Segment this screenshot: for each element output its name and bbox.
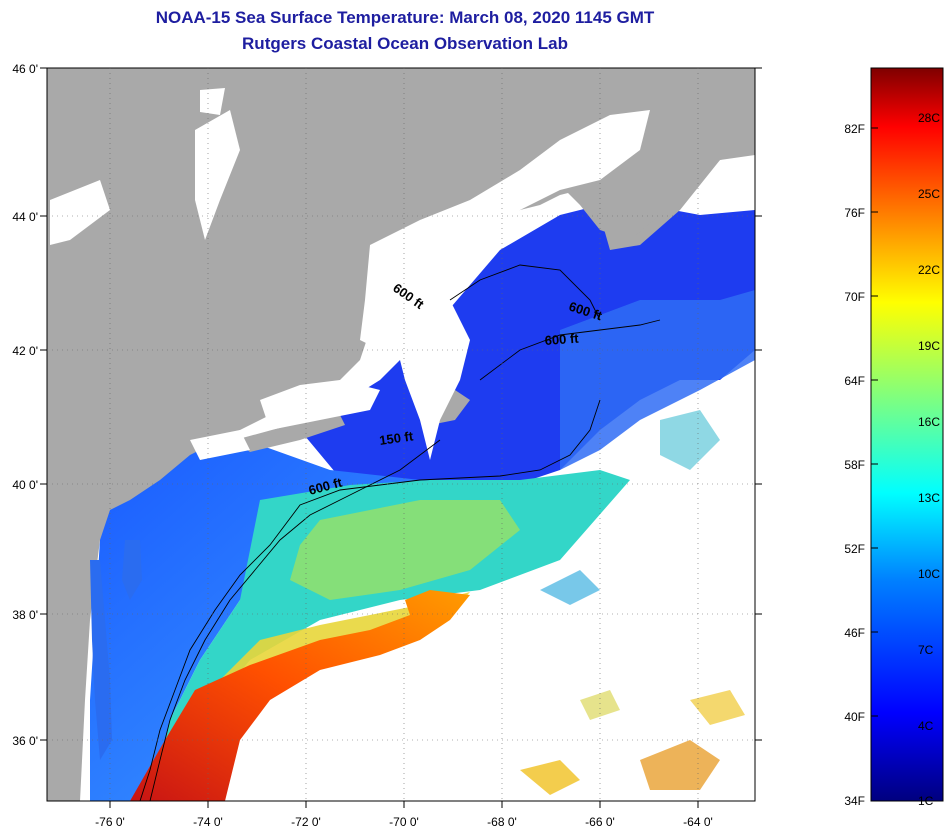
shelf-water-region [90,445,500,801]
colorbar-c-label: 1C [918,794,934,808]
cold-water-region [300,200,755,490]
colorbar-c-label: 10C [918,567,940,581]
lat-label: 44 0' [12,210,38,224]
colorbar-c-label: 16C [918,415,940,429]
graticule [47,68,755,801]
bathymetry-contours [139,264,661,801]
snow-cover [50,88,650,460]
colorbar-f-label: 40F [844,710,865,724]
colorbar-f-label: 34F [844,794,865,808]
lat-label: 42 0' [12,344,38,358]
contour-150ft [149,439,441,801]
lat-label: 36 0' [12,734,38,748]
contour-label: 600 ft [544,331,580,348]
colorbar-c-label: 28C [918,111,940,125]
slope-water-region [560,290,755,470]
colorbar-f-label: 70F [844,290,865,304]
colorbar-c-label: 4C [918,719,934,733]
colorbar-c-label: 25C [918,187,940,201]
lat-label: 38 0' [12,608,38,622]
colorbar-f-label: 76F [844,206,865,220]
lon-label: -70 0' [389,815,419,829]
land-mainland [47,68,755,801]
bays [90,540,142,760]
map-frame [46,67,756,802]
map-subtitle: Rutgers Coastal Ocean Observation Lab [242,34,568,53]
colorbar-c-label: 19C [918,339,940,353]
lon-label: -74 0' [193,815,223,829]
colorbar-f-label: 82F [844,122,865,136]
gulf-stream-region [130,590,470,801]
lon-label: -66 0' [585,815,615,829]
mid-temp-region [150,470,630,801]
colorbar-f-label: 64F [844,374,865,388]
lon-label: -64 0' [683,815,713,829]
contour-600ft-gom [479,319,661,381]
lat-label: 40 0' [12,478,38,492]
colorbar [870,67,944,802]
contour-label: 150 ft [378,428,414,448]
map-area[interactable] [47,68,755,801]
lon-label: -68 0' [487,815,517,829]
axis-ticks [40,67,762,808]
map-title: NOAA-15 Sea Surface Temperature: March 0… [155,8,655,27]
colorbar-c-label: 13C [918,491,940,505]
colorbar-ticks [871,127,878,717]
land-nova-scotia [560,108,755,240]
colorbar-f-label: 52F [844,542,865,556]
lon-label: -72 0' [291,815,321,829]
contour-600ft-basin [449,264,601,321]
scattered-sst-patches [520,410,745,795]
contour-600ft [139,399,601,801]
colorbar-c-label: 22C [918,263,940,277]
land-long-island [235,415,345,452]
lon-label: -76 0' [95,815,125,829]
colorbar-c-label: 7C [918,643,934,657]
colorbar-f-label: 46F [844,626,865,640]
colorbar-f-label: 58F [844,458,865,472]
lat-label: 46 0' [12,62,38,76]
green-temp-region [290,500,520,600]
